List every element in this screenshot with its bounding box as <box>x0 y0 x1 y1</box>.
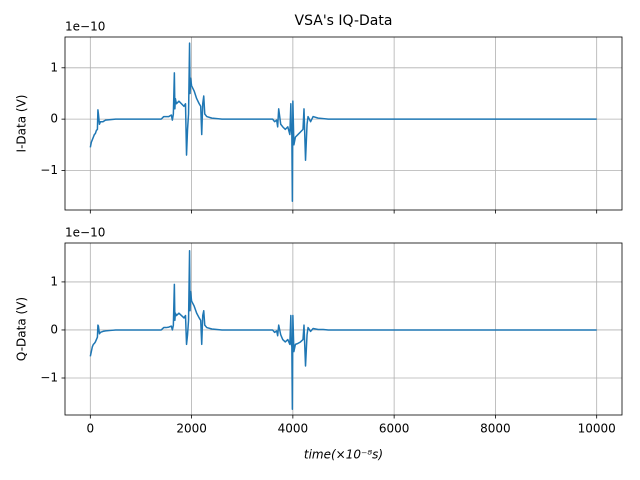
data-line <box>89 42 597 203</box>
x-tick-label: 4000 <box>278 422 309 436</box>
y-offset: 1e−10 <box>65 226 105 240</box>
y-axis-label: I-Data (V) <box>15 95 29 153</box>
data-line <box>89 249 597 410</box>
y-tick-label: 0 <box>50 322 58 336</box>
y-tick-label: 1 <box>50 60 58 74</box>
plot-area <box>89 249 597 410</box>
x-axis-label: time(×10⁻⁸s) <box>304 448 383 462</box>
x-tick-label: 10000 <box>578 422 616 436</box>
x-tick-label: 6000 <box>379 422 410 436</box>
x-tick-label: 2000 <box>176 422 207 436</box>
y-tick-label: −1 <box>40 371 58 385</box>
y-axis-label: Q-Data (V) <box>15 297 29 361</box>
x-tick-label: 8000 <box>480 422 511 436</box>
y-offset: 1e−10 <box>65 20 105 34</box>
x-tick-label: 0 <box>86 422 94 436</box>
plot-area <box>89 42 597 203</box>
chart-title: VSA's IQ-Data <box>295 13 393 29</box>
axes-frame <box>64 242 623 416</box>
y-tick-label: 1 <box>50 274 58 288</box>
axes-frame <box>64 36 623 211</box>
y-tick-label: −1 <box>40 163 58 177</box>
y-tick-label: 0 <box>50 112 58 126</box>
